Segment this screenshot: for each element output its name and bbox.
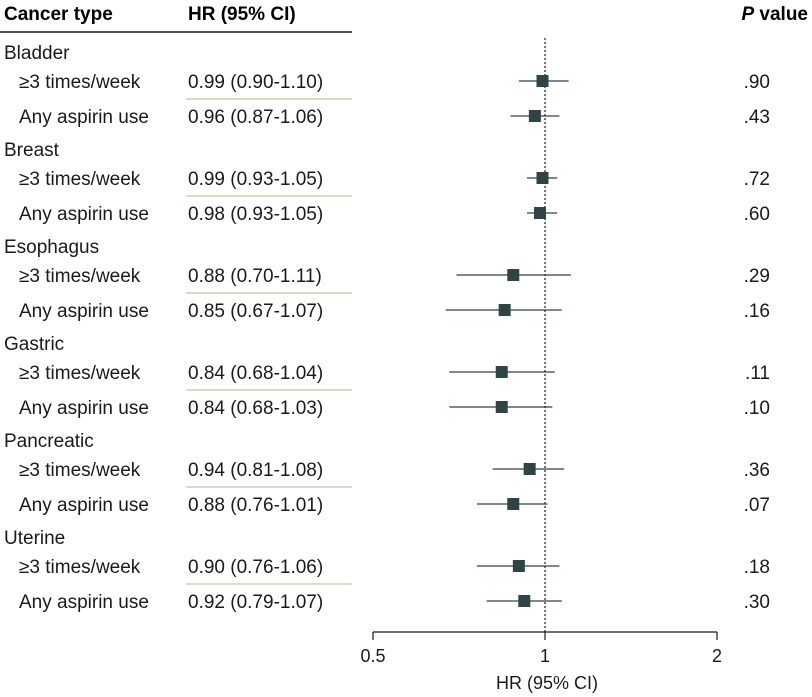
p-value: .43	[744, 107, 770, 128]
row-label: Any aspirin use	[19, 398, 149, 419]
header-p-rest: value	[754, 4, 808, 25]
hr-marker	[533, 207, 546, 219]
hr-ci-text: 0.92 (0.79-1.07)	[188, 592, 323, 613]
row-label: ≥3 times/week	[19, 557, 141, 578]
p-value: .72	[744, 169, 770, 190]
hr-marker	[536, 172, 549, 184]
hr-ci-text: 0.99 (0.90-1.10)	[188, 72, 323, 93]
row-label: Any aspirin use	[19, 204, 149, 225]
p-value: .90	[744, 72, 770, 93]
hr-ci-text: 0.96 (0.87-1.06)	[188, 107, 323, 128]
x-tick-label: 2	[712, 646, 722, 666]
group-label-breast: Breast	[4, 140, 60, 161]
hr-ci-text: 0.84 (0.68-1.04)	[188, 363, 323, 384]
rows-layer: Bladder ≥3 times/week 0.99 (0.90-1.10) .90 A…	[4, 38, 770, 632]
p-value: .36	[744, 460, 770, 481]
group-label-pancreatic: Pancreatic	[4, 431, 94, 452]
row-label: ≥3 times/week	[19, 169, 141, 190]
hr-marker	[518, 595, 531, 607]
hr-ci-text: 0.90 (0.76-1.06)	[188, 557, 323, 578]
row-label: ≥3 times/week	[19, 266, 141, 287]
p-value: .07	[744, 495, 770, 516]
row-label: Any aspirin use	[19, 592, 149, 613]
row-label: Any aspirin use	[19, 495, 149, 516]
p-value: .29	[744, 266, 770, 287]
p-value: .16	[744, 301, 770, 322]
hr-marker	[536, 75, 549, 87]
group-label-uterine: Uterine	[4, 528, 65, 549]
hr-ci-text: 0.88 (0.70-1.11)	[188, 266, 322, 287]
p-value: .11	[745, 363, 770, 384]
group-label-esophagus: Esophagus	[4, 237, 99, 258]
header-cancer-type: Cancer type	[4, 4, 113, 25]
row-label: ≥3 times/week	[19, 460, 141, 481]
p-value: .18	[744, 557, 770, 578]
hr-ci-text: 0.98 (0.93-1.05)	[188, 204, 323, 225]
hr-marker	[498, 304, 511, 316]
row-label: Any aspirin use	[19, 107, 149, 128]
p-value: .60	[744, 204, 770, 225]
hr-ci-text: 0.94 (0.81-1.08)	[188, 460, 323, 481]
x-axis: 0.5 1 2 HR (95% CI)	[360, 631, 722, 693]
group-label-bladder: Bladder	[4, 43, 70, 64]
header-p-italic: P	[741, 4, 754, 25]
x-tick-label: 1	[540, 646, 550, 666]
header-hr-ci: HR (95% CI)	[188, 4, 296, 25]
row-label: Any aspirin use	[19, 301, 149, 322]
x-tick-label: 0.5	[360, 646, 385, 666]
hr-marker	[528, 110, 541, 122]
hr-marker	[495, 366, 508, 378]
hr-ci-text: 0.88 (0.76-1.01)	[188, 495, 323, 516]
hr-marker	[523, 463, 536, 475]
header-p-value: P value	[741, 4, 808, 25]
hr-marker	[507, 498, 520, 510]
group-label-gastric: Gastric	[4, 334, 64, 355]
hr-ci-text: 0.85 (0.67-1.07)	[188, 301, 323, 322]
hr-marker	[495, 401, 508, 413]
hr-ci-text: 0.99 (0.93-1.05)	[188, 169, 323, 190]
row-label: ≥3 times/week	[19, 72, 141, 93]
x-axis-label: HR (95% CI)	[496, 673, 598, 693]
hr-marker	[507, 269, 520, 281]
hr-marker	[512, 560, 525, 572]
p-value: .30	[744, 592, 770, 613]
p-value: .10	[744, 398, 770, 419]
row-label: ≥3 times/week	[19, 363, 141, 384]
hr-ci-text: 0.84 (0.68-1.03)	[188, 398, 323, 419]
